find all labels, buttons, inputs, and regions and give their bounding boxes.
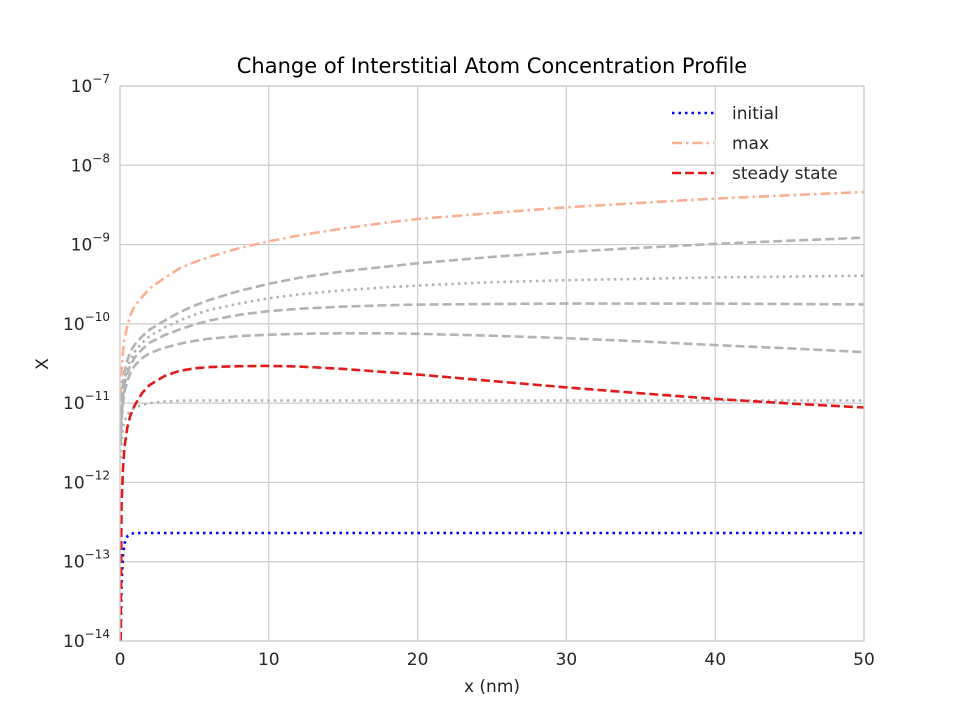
x-tick-label: 50	[853, 650, 875, 670]
y-tick-label: 10−8	[71, 151, 110, 176]
plot-frame	[119, 85, 865, 642]
x-axis-label: x (nm)	[464, 677, 520, 697]
x-tick-label: 20	[407, 650, 429, 670]
legend-label: initial	[732, 104, 779, 124]
series-line-gray-4	[119, 302, 865, 440]
y-tick-label: 10−10	[63, 310, 110, 335]
series-line-gray-5	[119, 332, 865, 445]
y-tick-label: 10−13	[63, 548, 110, 573]
y-tick-label: 10−14	[63, 627, 110, 652]
y-tick-label: 10−9	[71, 231, 110, 256]
y-tick-label: 10−12	[63, 468, 110, 493]
x-tick-label: 30	[556, 650, 578, 670]
plot-area	[120, 86, 864, 641]
x-tick-label: 10	[258, 650, 280, 670]
series-line-steady-state	[119, 364, 865, 642]
legend-label: max	[732, 134, 769, 154]
x-tick-label: 40	[704, 650, 726, 670]
y-tick-label: 10−7	[71, 72, 110, 97]
y-tick-labels: 10−14 10−13 10−12 10−11 10−10 10−9 10−8 10−7	[63, 72, 110, 652]
legend: initial max steady state	[672, 104, 838, 184]
y-tick-label: 10−11	[63, 389, 110, 414]
x-tick-label: 0	[115, 650, 126, 670]
series-line-gray-2	[119, 236, 865, 428]
series-line-initial	[119, 531, 864, 642]
x-tick-labels: 0 10 20 30 40 50	[115, 650, 875, 670]
series-lines	[119, 190, 865, 642]
y-axis-label: X	[33, 358, 53, 370]
chart-title: Change of Interstitial Atom Concentratio…	[237, 54, 747, 78]
legend-label: steady state	[732, 164, 838, 184]
series-line-gray-6	[119, 399, 864, 459]
